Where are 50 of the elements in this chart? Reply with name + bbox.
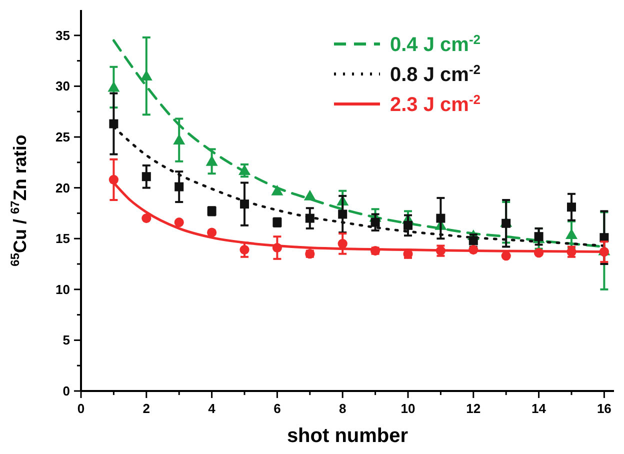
x-tick-label: 0 [77,401,85,416]
x-axis-title: shot number [286,425,408,447]
x-tick-label: 12 [466,401,481,416]
point [108,81,120,92]
x-tick-label: 8 [338,401,346,416]
x-tick-label: 16 [596,401,612,416]
x-tick-label: 14 [532,401,547,416]
y-tick-label: 20 [56,180,70,196]
y-tick-label: 30 [56,78,70,94]
point [599,247,609,257]
x-tick-label: 6 [274,401,281,416]
point [501,251,511,261]
y-tick-label: 25 [56,130,70,144]
point [436,214,446,223]
legend-label: 0.4 J cm$^{-2}$ [390,32,481,56]
x-tick-label: 2 [142,401,150,416]
point [174,182,184,192]
point [142,172,151,182]
point [272,242,282,253]
point [142,213,152,224]
point [338,238,348,248]
point [403,220,412,230]
point [305,214,314,223]
y-tick-label: 0 [62,384,70,398]
x-tick-label: 4 [208,401,216,416]
point [271,184,284,196]
point [304,190,316,200]
y-tick-label: 5 [62,332,70,348]
point [370,218,380,227]
point [240,244,250,255]
point [174,218,184,228]
point [566,202,576,212]
legend-label: 0.8 J cm$^{-2}$ [390,62,481,86]
point [502,218,511,228]
y-tick-label: 10 [56,282,70,297]
x-tick-label: 10 [400,401,416,416]
point [109,119,118,128]
point [468,236,478,246]
y-tick-label: 35 [56,28,70,43]
legend-label: 2.3 J cm$^{-2}$ [390,92,481,116]
point [206,155,218,166]
point [207,228,217,238]
point [140,70,152,81]
y-tick-label: 15 [56,231,70,246]
point [173,134,186,145]
point [108,174,118,184]
point [565,228,578,240]
point [240,200,249,209]
point [238,164,250,176]
point [338,210,348,219]
